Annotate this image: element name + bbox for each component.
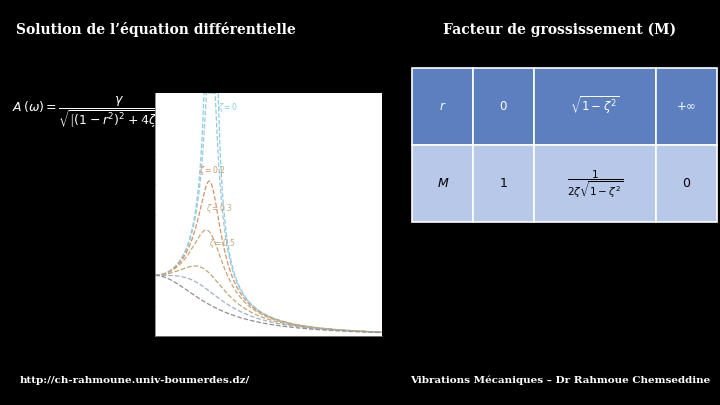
Bar — [473, 145, 534, 222]
X-axis label: r= ω0 / ω: r= ω0 / ω — [250, 358, 287, 367]
Bar — [413, 145, 473, 222]
Text: $0$: $0$ — [500, 100, 508, 113]
Bar — [656, 145, 717, 222]
Bar — [473, 68, 534, 145]
Text: $r$: $r$ — [439, 100, 446, 113]
Text: $\dfrac{1}{2\zeta\sqrt{1-\zeta^2}}$: $\dfrac{1}{2\zeta\sqrt{1-\zeta^2}}$ — [567, 168, 624, 200]
Text: $\zeta = 0.3$: $\zeta = 0.3$ — [206, 202, 233, 215]
Text: $+\infty$: $+\infty$ — [676, 100, 696, 113]
Text: $\zeta = 0.5$: $\zeta = 0.5$ — [209, 237, 235, 250]
Text: Solution de l’équation différentielle: Solution de l’équation différentielle — [16, 22, 296, 37]
Bar — [656, 68, 717, 145]
Bar — [534, 145, 656, 222]
Bar — [534, 68, 656, 145]
Text: Facteur de grossissement (M): Facteur de grossissement (M) — [444, 22, 676, 36]
Text: $M$: $M$ — [436, 177, 449, 190]
Text: $1$: $1$ — [500, 177, 508, 190]
Text: $\zeta = 0.2$: $\zeta = 0.2$ — [199, 164, 225, 177]
Text: $A\,(\omega)=\dfrac{\gamma}{\sqrt{\left[\left(1-r^2\right)^2+4\zeta^2 r^2\right]: $A\,(\omega)=\dfrac{\gamma}{\sqrt{\left[… — [12, 94, 181, 130]
Text: $\sqrt{1-\zeta^2}$: $\sqrt{1-\zeta^2}$ — [570, 95, 620, 117]
Text: $0$: $0$ — [682, 177, 691, 190]
Text: $\zeta = 0$: $\zeta = 0$ — [218, 101, 238, 114]
Bar — [413, 68, 473, 145]
Text: http://ch-rahmoune.univ-boumerdes.dz/: http://ch-rahmoune.univ-boumerdes.dz/ — [20, 376, 251, 385]
Text: Vibrations Mécaniques – Dr Rahmoue Chemseddine: Vibrations Mécaniques – Dr Rahmoue Chems… — [410, 376, 710, 386]
Y-axis label: M=A(ω) / δ: M=A(ω) / δ — [120, 193, 128, 236]
